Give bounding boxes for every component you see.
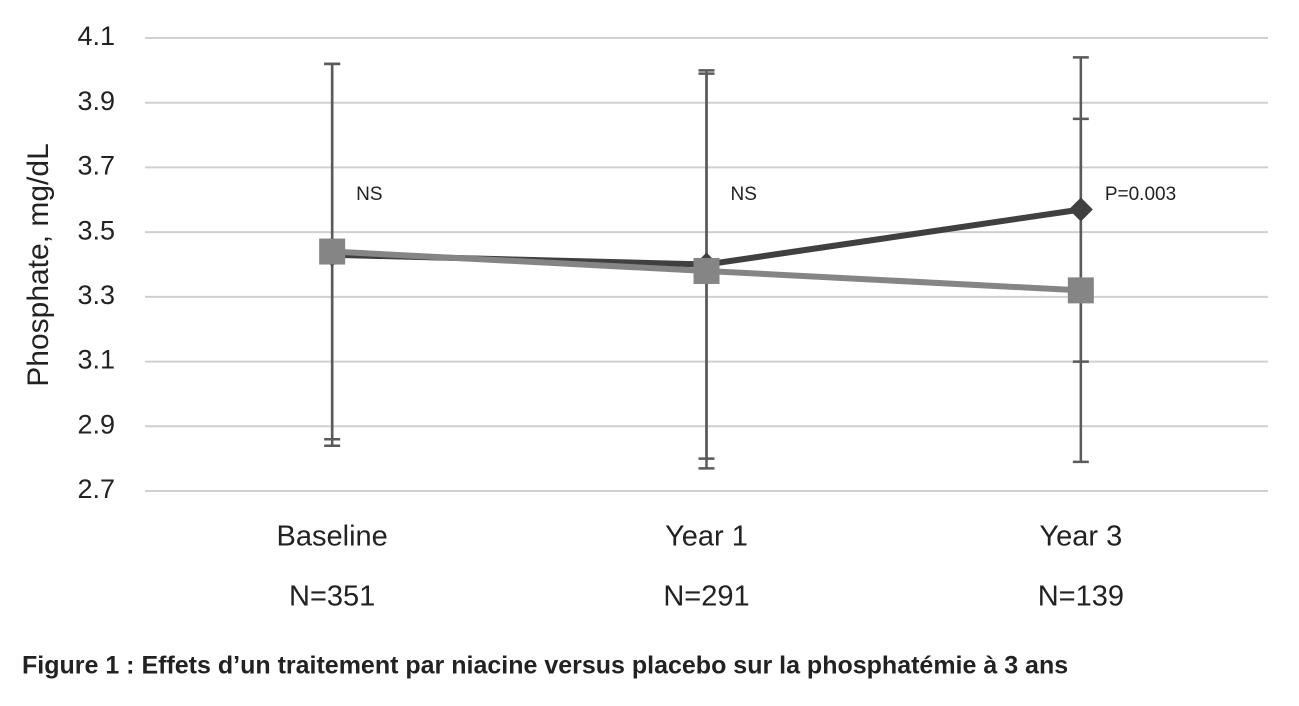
y-axis-label: Phosphate, mg/dL (22, 143, 55, 387)
sample-size: N=351 (289, 581, 375, 613)
annotation: NS (356, 184, 382, 205)
y-tick-label: 4.1 (77, 21, 115, 51)
annotation: NS (731, 184, 757, 205)
x-tick-label: Year 3 (1039, 521, 1122, 553)
y-tick-label: 3.9 (77, 86, 115, 116)
y-tick-label: 2.9 (77, 409, 115, 439)
figure-caption: Figure 1 : Effets d’un traitement par ni… (22, 652, 1068, 680)
y-tick-label: 2.7 (77, 474, 115, 504)
sample-size: N=291 (663, 581, 749, 613)
sample-size: N=139 (1038, 581, 1124, 613)
marker (1068, 197, 1093, 222)
y-tick-label: 3.3 (77, 280, 115, 310)
y-tick-label: 3.5 (77, 215, 115, 245)
marker (319, 238, 346, 265)
y-tick-label: 3.7 (77, 151, 115, 181)
marker (693, 257, 720, 284)
x-tick-label: Year 1 (665, 521, 748, 553)
x-tick-label: Baseline (277, 521, 388, 553)
marker (1067, 277, 1094, 304)
annotation: P=0.003 (1105, 184, 1176, 205)
y-tick-label: 3.1 (77, 345, 115, 375)
